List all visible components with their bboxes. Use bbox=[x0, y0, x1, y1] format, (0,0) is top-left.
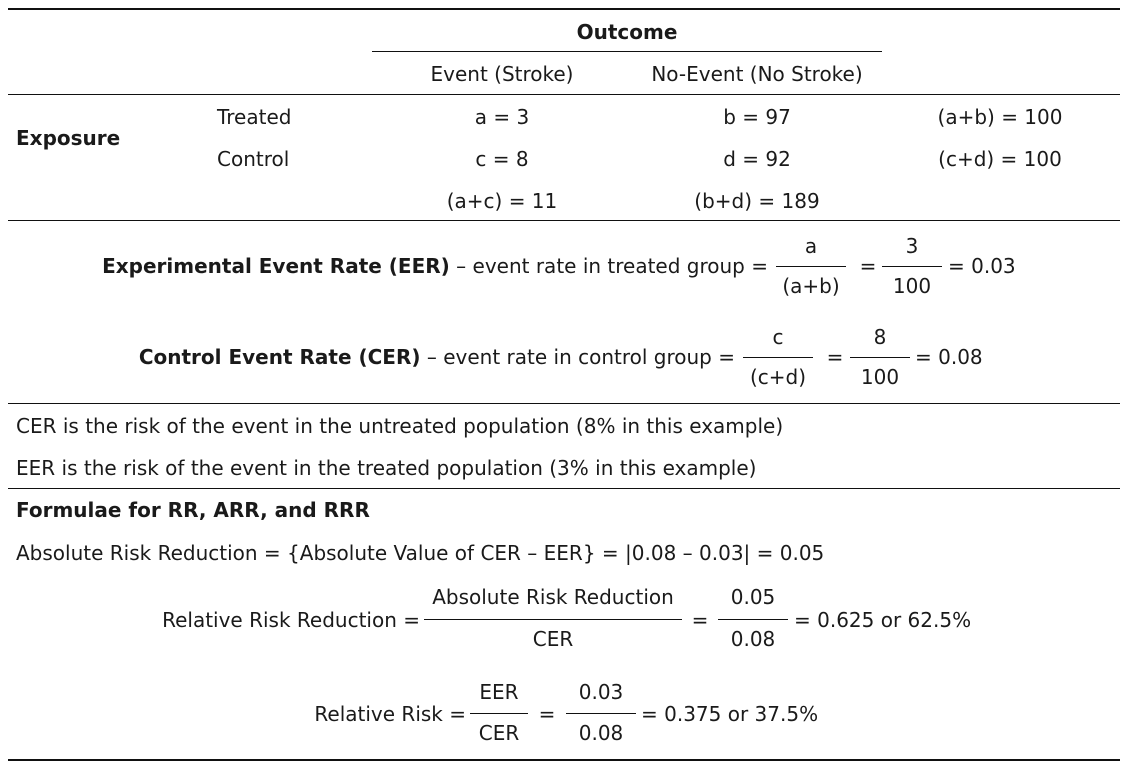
rr-frac1-numerator: EER bbox=[479, 680, 519, 704]
eer-result: = 0.03 bbox=[948, 254, 1016, 278]
cell-total-noevent: (b+d) = 189 bbox=[694, 189, 820, 213]
rrr-frac2-bar bbox=[718, 619, 788, 620]
rrr-frac1-bar bbox=[424, 619, 682, 620]
eer-description: – event rate in treated group = bbox=[456, 254, 768, 278]
rule-outcome-underline bbox=[372, 51, 882, 52]
row-label-control: Control bbox=[217, 147, 290, 171]
eer-equals: = bbox=[859, 254, 877, 278]
cer-frac2-denominator: 100 bbox=[860, 365, 900, 389]
rr-lhs: Relative Risk = bbox=[314, 702, 466, 726]
formulae-heading: Formulae for RR, ARR, and RRR bbox=[16, 498, 370, 522]
cer-description: – event rate in control group = bbox=[426, 345, 735, 369]
rrr-equals: = bbox=[691, 608, 709, 632]
note-cer: CER is the risk of the event in the untr… bbox=[16, 414, 784, 438]
cell-treated-noevent: b = 97 bbox=[723, 105, 791, 129]
cer-label: Control Event Rate (CER) – event rate in… bbox=[0, 345, 735, 369]
cell-total-event: (a+c) = 11 bbox=[446, 189, 558, 213]
arr-formula: Absolute Risk Reduction = {Absolute Valu… bbox=[16, 541, 825, 565]
rrr-frac2-numerator: 0.05 bbox=[730, 585, 776, 609]
eer-frac2-numerator: 3 bbox=[905, 234, 919, 258]
rule-rates-bottom bbox=[8, 403, 1120, 404]
rr-result: = 0.375 or 37.5% bbox=[641, 702, 819, 726]
rrr-frac2-denominator: 0.08 bbox=[730, 627, 776, 651]
rr-frac2-bar bbox=[566, 713, 636, 714]
eer-frac1-denominator: (a+b) bbox=[782, 274, 840, 298]
cell-treated-total: (a+b) = 100 bbox=[937, 105, 1063, 129]
rule-header-bottom bbox=[8, 94, 1120, 95]
eer-label: Experimental Event Rate (EER) – event ra… bbox=[0, 254, 768, 278]
cer-frac2-numerator: 8 bbox=[873, 325, 887, 349]
cer-equals: = bbox=[826, 345, 844, 369]
cer-frac1-bar bbox=[743, 357, 813, 358]
cell-control-event: c = 8 bbox=[475, 147, 529, 171]
cell-control-noevent: d = 92 bbox=[723, 147, 791, 171]
rr-frac2-numerator: 0.03 bbox=[578, 680, 624, 704]
rule-table-bottom bbox=[8, 220, 1120, 221]
rrr-lhs: Relative Risk Reduction = bbox=[162, 608, 420, 632]
rrr-frac1-denominator: CER bbox=[532, 627, 574, 651]
cer-term: Control Event Rate (CER) bbox=[138, 345, 421, 369]
rule-top bbox=[8, 8, 1120, 10]
rrr-frac1-numerator: Absolute Risk Reduction bbox=[432, 585, 674, 609]
rrr-result: = 0.625 or 62.5% bbox=[794, 608, 972, 632]
rr-frac1-bar bbox=[470, 713, 528, 714]
rule-bottom bbox=[8, 759, 1120, 761]
rr-equals: = bbox=[538, 702, 556, 726]
cer-frac1-denominator: (c+d) bbox=[749, 365, 807, 389]
row-label-treated: Treated bbox=[217, 105, 292, 129]
cell-treated-event: a = 3 bbox=[474, 105, 530, 129]
cer-frac2-bar bbox=[850, 357, 910, 358]
cer-result: = 0.08 bbox=[915, 345, 983, 369]
exposure-label: Exposure bbox=[16, 126, 121, 150]
eer-frac2-denominator: 100 bbox=[892, 274, 932, 298]
note-eer: EER is the risk of the event in the trea… bbox=[16, 456, 757, 480]
noevent-column-header: No-Event (No Stroke) bbox=[651, 62, 863, 86]
eer-frac1-bar bbox=[776, 266, 846, 267]
eer-term: Experimental Event Rate (EER) bbox=[102, 254, 450, 278]
rule-notes-bottom bbox=[8, 488, 1120, 489]
eer-frac2-bar bbox=[882, 266, 942, 267]
cell-control-total: (c+d) = 100 bbox=[938, 147, 1062, 171]
eer-frac1-numerator: a bbox=[804, 234, 818, 258]
cer-frac1-numerator: c bbox=[772, 325, 784, 349]
event-column-header: Event (Stroke) bbox=[430, 62, 574, 86]
outcome-header: Outcome bbox=[576, 20, 678, 44]
rr-frac1-denominator: CER bbox=[478, 721, 520, 745]
rr-frac2-denominator: 0.08 bbox=[578, 721, 624, 745]
